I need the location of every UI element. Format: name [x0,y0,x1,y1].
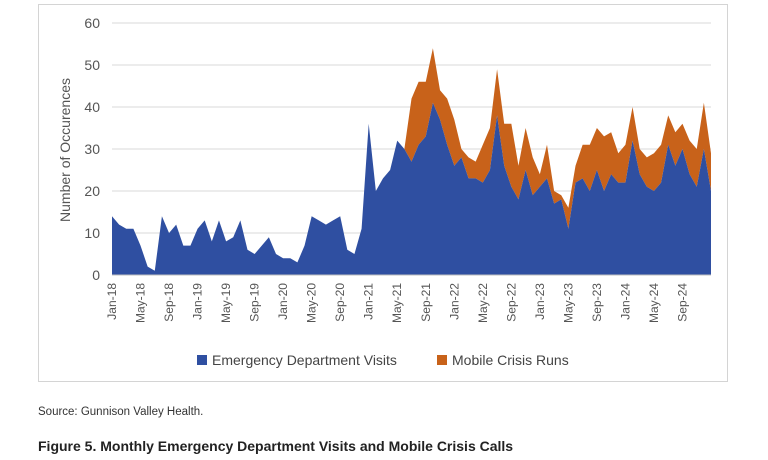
y-tick-label: 30 [84,141,100,157]
legend: Emergency Department Visits Mobile Crisi… [197,352,569,368]
axes: 0 10 20 30 40 50 60 Jan-18 May-18 Sep-18 Jan-19 May… [84,15,711,323]
y-tick-label: 10 [84,225,100,241]
x-tick-label: Sep-19 [248,283,262,322]
series-mobile-crisis-runs-area [112,48,711,271]
x-tick-label: Sep-20 [333,283,347,322]
series-emergency-department-visits-area [112,102,711,275]
legend-swatch-ed [197,355,207,365]
x-tick-label: May-22 [476,283,490,323]
x-tick-label: May-23 [561,283,575,323]
area-series [112,48,711,275]
source-note: Source: Gunnison Valley Health. [38,406,204,418]
y-tick-label: 50 [84,57,100,73]
chart-svg: 0 10 20 30 40 50 60 Jan-18 May-18 Sep-18 Jan-19 May… [57,15,711,368]
y-tick-label: 60 [84,15,100,31]
figure-caption: Figure 5. Monthly Emergency Department V… [38,438,514,454]
x-tick-label: Jan-22 [447,283,461,320]
y-tick-label: 20 [84,183,100,199]
chart-frame: 0 10 20 30 40 50 60 Jan-18 May-18 Sep-18 Jan-19 May… [38,4,728,382]
y-axis-title: Number of Occurences [57,78,73,222]
x-tick-label: Jan-18 [105,283,119,320]
x-tick-label: May-21 [390,283,404,323]
legend-label-ed: Emergency Department Visits [212,352,397,368]
y-tick-label: 40 [84,99,100,115]
x-tick-label: May-18 [134,283,148,323]
x-tick-label: Sep-23 [590,283,604,322]
legend-label-mcr: Mobile Crisis Runs [452,352,569,368]
x-tick-label: May-24 [647,283,661,323]
legend-swatch-mcr [437,355,447,365]
y-tick-label: 0 [92,267,100,283]
x-tick-label: Sep-18 [162,283,176,322]
x-tick-label: Jan-23 [533,283,547,320]
x-tick-label: Sep-21 [419,283,433,322]
x-tick-label: Jan-20 [276,283,290,320]
x-tick-label: Jan-21 [362,283,376,320]
x-tick-label: Jan-19 [191,283,205,320]
x-tick-label: May-19 [219,283,233,323]
x-tick-label: May-20 [305,283,319,323]
x-tick-label: Sep-24 [675,283,689,322]
x-tick-label: Sep-22 [504,283,518,322]
x-tick-label: Jan-24 [618,283,632,320]
